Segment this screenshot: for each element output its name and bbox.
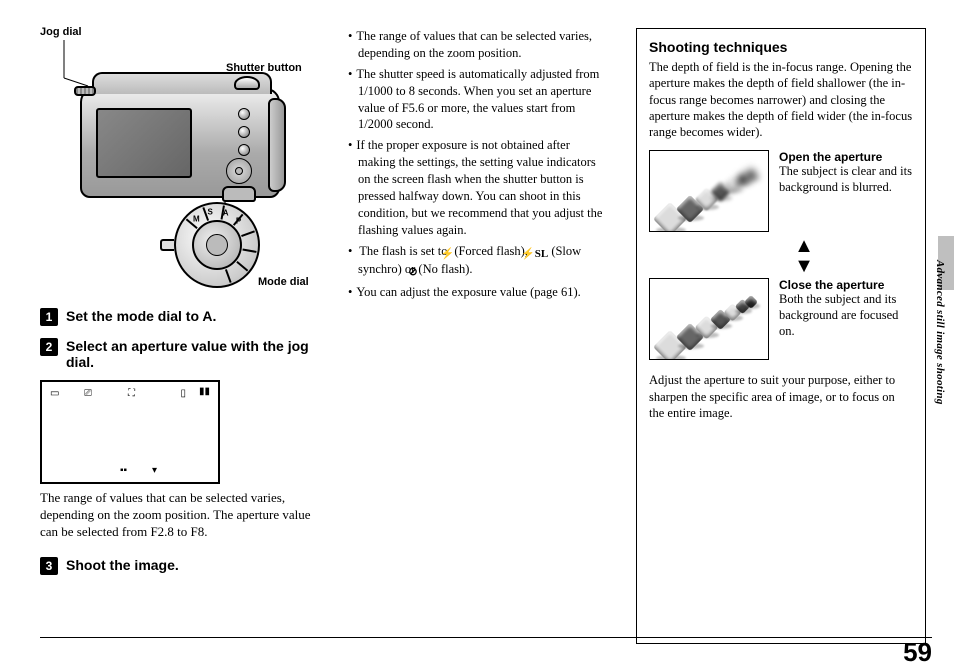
close-aperture-image (649, 278, 769, 360)
note-item: The flash is set to ⚡(Forced flash), ⚡SL… (348, 243, 608, 281)
lcd-screenshot: ▭ ⎚ ⛶ ▮▮ ▯ ▪▪ ▾ (40, 380, 220, 484)
notes-list: The range of values that can be selected… (348, 28, 608, 301)
open-aperture-image (649, 150, 769, 232)
note-item: If the proper exposure is not obtained a… (348, 137, 608, 238)
step-2-heading: Select an aperture value with the jog di… (66, 338, 320, 370)
close-aperture-example: Close the aperture Both the subject and … (649, 278, 913, 360)
step-2: 2 Select an aperture value with the jog … (40, 338, 320, 370)
open-aperture-example: Open the aperture The subject is clear a… (649, 150, 913, 232)
step-1: 1 Set the mode dial to A. (40, 308, 320, 326)
step-3-heading: Shoot the image. (66, 557, 179, 573)
step-2-body: The range of values that can be selected… (40, 490, 320, 541)
note-item: The range of values that can be selected… (348, 28, 608, 62)
techniques-intro: The depth of field is the in-focus range… (649, 59, 913, 140)
note-item: You can adjust the exposure value (page … (348, 284, 608, 301)
mode-dial-illustration: M S A P (174, 202, 260, 288)
close-aperture-title: Close the aperture (779, 278, 913, 292)
page-number: 59 (903, 637, 932, 668)
techniques-outro: Adjust the aperture to suit your purpose… (649, 372, 913, 421)
note-item: The shutter speed is automatically adjus… (348, 66, 608, 134)
camera-body-illustration (80, 88, 280, 198)
section-title-vertical: Advanced still image shooting (934, 260, 946, 405)
open-aperture-title: Open the aperture (779, 150, 913, 164)
step-1-heading: Set the mode dial to A. (66, 308, 216, 324)
step-number-icon: 2 (40, 338, 58, 356)
step-3: 3 Shoot the image. (40, 557, 320, 575)
step-number-icon: 1 (40, 308, 58, 326)
techniques-heading: Shooting techniques (649, 39, 913, 55)
step-number-icon: 3 (40, 557, 58, 575)
open-aperture-body: The subject is clear and its background … (779, 164, 912, 194)
up-down-arrow-icon: ▲▼ (695, 236, 913, 276)
camera-diagram: Jog dial Shutter button Mode dial (40, 28, 320, 296)
shooting-techniques-box: Shooting techniques The depth of field i… (636, 28, 926, 644)
footer-rule (40, 637, 932, 638)
close-aperture-body: Both the subject and its background are … (779, 292, 898, 337)
flash-slow-icon: ⚡SL (531, 247, 548, 262)
